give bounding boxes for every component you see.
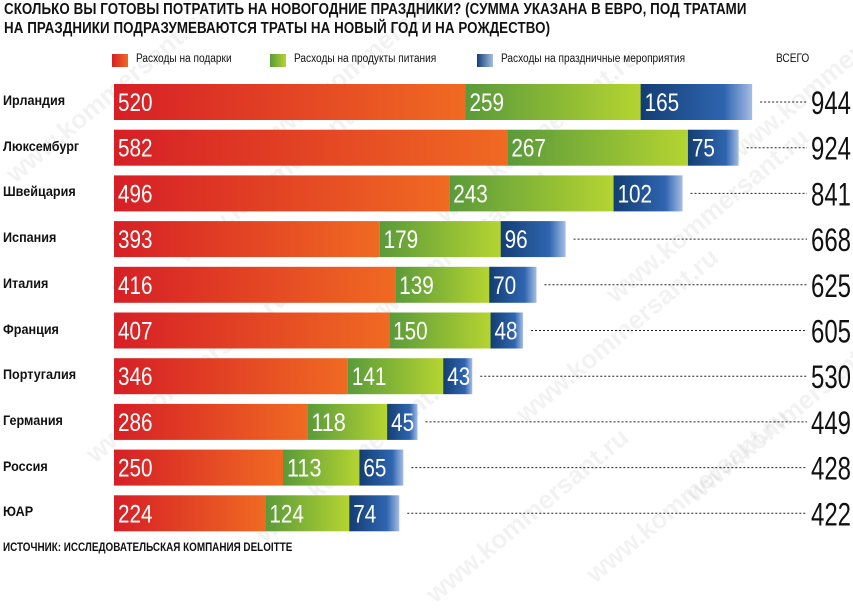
bar-segment-gifts (114, 175, 450, 212)
bar-value-label-gifts: 224 (118, 500, 153, 528)
bar-value-label-events: 75 (692, 135, 715, 163)
bar-value-label-food: 179 (384, 226, 419, 254)
stacked-bar-chart: 520 259 165 944 582 267 75 924 496 243 102 841 393 17… (114, 84, 851, 532)
bar-value-label-food: 118 (311, 409, 346, 437)
bar-value-label-food: 139 (399, 272, 434, 300)
bar-segment-food (449, 175, 614, 212)
bar-segment-food (395, 266, 490, 303)
country-label: Швейцария (3, 183, 76, 200)
bar-segment-events (489, 266, 537, 303)
bar-value-label-food: 150 (393, 318, 428, 346)
bar-value-label-gifts: 496 (118, 180, 153, 208)
legend-swatch-gifts (112, 54, 128, 67)
bar-segment-food (307, 403, 388, 440)
bar-segment-food (265, 495, 350, 532)
bar-value-label-gifts: 286 (118, 409, 153, 437)
country-label: Испания (3, 229, 57, 246)
total-value-label: 944 (811, 85, 851, 121)
bar-value-label-events: 43 (447, 363, 470, 391)
bar-value-label-gifts: 407 (118, 318, 153, 346)
bar-segment-events (359, 449, 404, 486)
total-value-label: 422 (811, 496, 851, 532)
bar-value-label-food: 141 (352, 363, 387, 391)
bar-segment-gifts (114, 266, 396, 303)
bar-segment-events (349, 495, 400, 532)
bar-segment-events (687, 129, 739, 166)
bar-value-label-food: 113 (287, 455, 322, 483)
bar-value-label-gifts: 393 (118, 226, 153, 254)
bar-segment-gifts (114, 495, 266, 532)
chart-title: СКОЛЬКО ВЫ ГОТОВЫ ПОТРАТИТЬ НА НОВОГОДНИ… (4, 0, 747, 38)
bar-value-label-gifts: 416 (118, 272, 153, 300)
source-note: ИСТОЧНИК: ИССЛЕДОВАТЕЛЬСКАЯ КОМПАНИЯ DEL… (3, 542, 293, 554)
bar-value-label-events: 48 (495, 318, 518, 346)
legend-swatch-events (477, 54, 493, 67)
bar-segment-events (387, 403, 418, 440)
total-value-label: 605 (811, 314, 851, 350)
bar-segment-food (379, 221, 501, 258)
bar-value-label-events: 65 (363, 455, 386, 483)
bar-value-label-gifts: 250 (118, 455, 153, 483)
bar-segment-food (507, 129, 688, 166)
bar-value-label-events: 70 (493, 272, 516, 300)
country-label: Германия (3, 411, 63, 428)
bar-value-label-food: 259 (470, 89, 505, 117)
bar-segment-events (443, 358, 473, 395)
bar-value-label-food: 243 (453, 180, 488, 208)
legend-label-food: Расходы на продукты питания (294, 53, 437, 65)
country-label: Португалия (3, 366, 77, 383)
bar-value-label-food: 267 (511, 135, 546, 163)
bar-value-label-events: 96 (505, 226, 528, 254)
bar-value-label-events: 102 (618, 180, 653, 208)
bar-segment-food (283, 449, 360, 486)
bar-segment-food (389, 312, 491, 349)
total-value-label: 841 (811, 176, 851, 212)
total-header: ВСЕГО (776, 53, 810, 65)
bar-value-label-events: 165 (645, 89, 680, 117)
total-value-label: 625 (811, 268, 851, 304)
bar-segment-food (465, 84, 641, 120)
legend-label-events: Расходы на праздничные мероприятия (501, 53, 686, 65)
country-label: ЮАР (3, 503, 34, 520)
total-value-label: 449 (811, 405, 851, 441)
total-value-label: 668 (811, 222, 851, 258)
bar-segment-gifts (114, 358, 348, 395)
bar-segment-events (640, 84, 753, 120)
country-label: Ирландия (3, 92, 66, 108)
chart-title-line-2: НА ПРАЗДНИКИ ПОДРАЗУМЕВАЮТСЯ ТРАТЫ НА НО… (4, 20, 551, 37)
country-label: Италия (3, 274, 49, 291)
bar-value-label-events: 45 (391, 409, 414, 437)
bar-value-label-gifts: 582 (118, 135, 153, 163)
bar-value-label-gifts: 346 (118, 363, 153, 391)
bar-segment-gifts (114, 449, 283, 486)
chart-title-line-1: СКОЛЬКО ВЫ ГОТОВЫ ПОТРАТИТЬ НА НОВОГОДНИ… (4, 1, 747, 18)
total-value-label: 428 (811, 451, 851, 487)
country-label: Франция (3, 320, 59, 337)
bar-segment-gifts (114, 312, 390, 349)
bar-segment-gifts (114, 221, 380, 258)
country-label: Россия (3, 457, 48, 474)
bar-segment-gifts (114, 403, 308, 440)
total-value-label: 530 (811, 359, 851, 395)
bar-value-label-gifts: 520 (118, 89, 153, 117)
legend-swatch-food (270, 54, 286, 67)
country-label: Люксембург (3, 137, 80, 154)
bar-segment-events (613, 175, 683, 212)
bar-value-label-food: 124 (269, 500, 304, 528)
bar-value-label-events: 74 (353, 500, 376, 528)
legend-label-gifts: Расходы на подарки (136, 53, 232, 65)
total-value-label: 924 (811, 131, 851, 167)
bar-segment-gifts (114, 84, 466, 120)
bar-segment-gifts (114, 129, 508, 166)
bar-segment-food (347, 358, 444, 395)
bar-segment-events (500, 221, 566, 258)
bar-segment-events (490, 312, 523, 349)
